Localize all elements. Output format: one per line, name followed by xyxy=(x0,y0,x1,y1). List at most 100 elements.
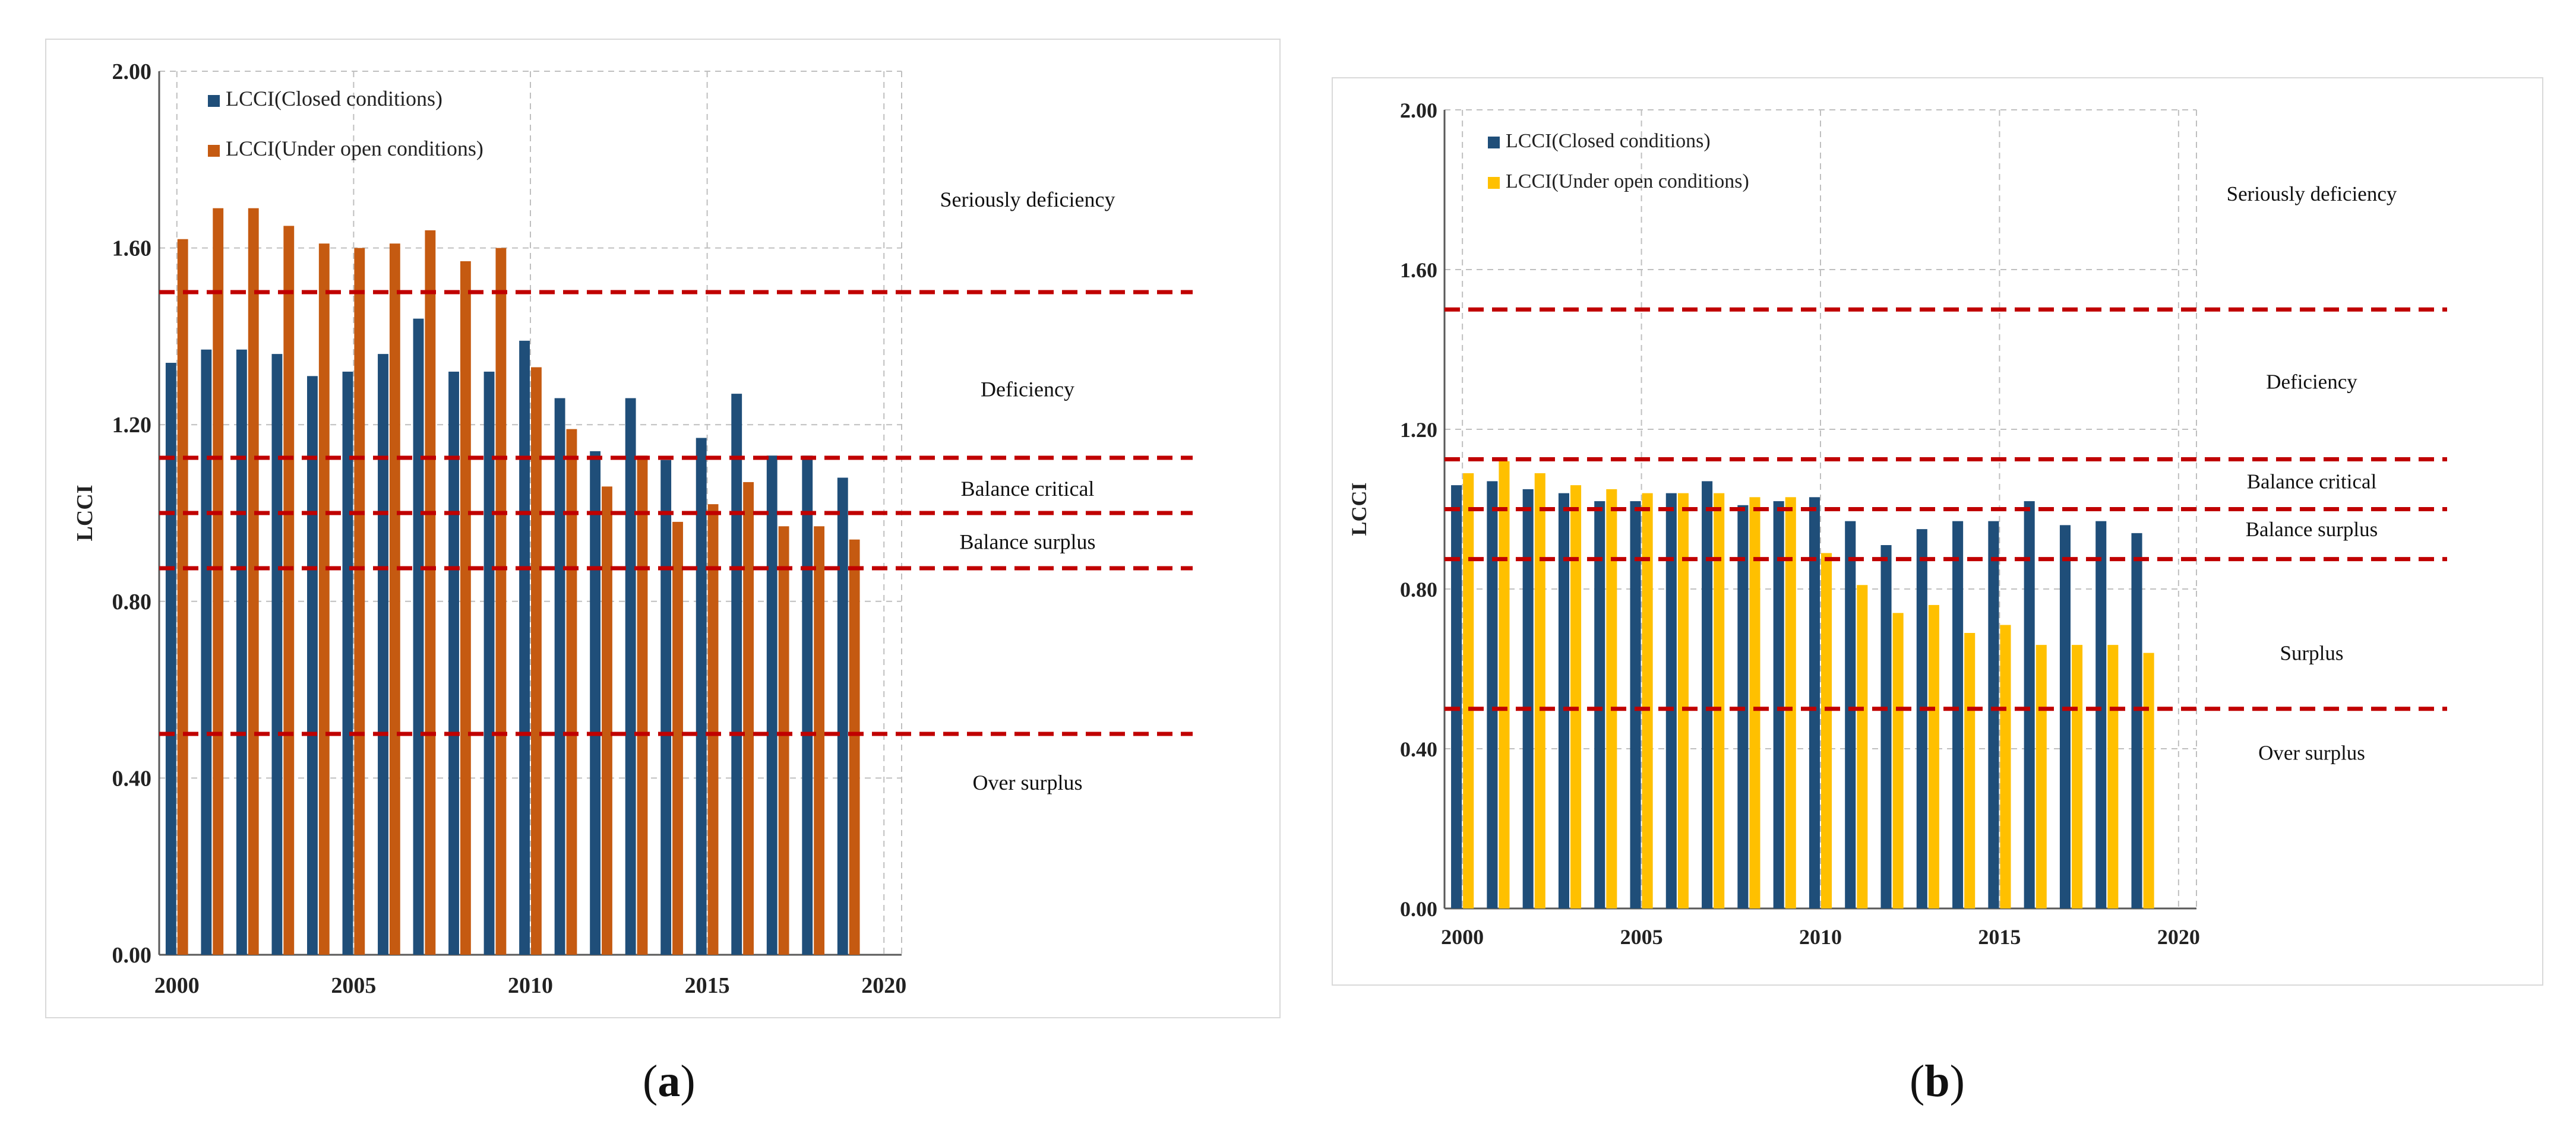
bar-open xyxy=(389,243,400,955)
bar-open xyxy=(1857,585,1868,908)
bar-closed xyxy=(1522,489,1534,908)
zone-label: Balance surplus xyxy=(2246,518,2378,541)
legend-label: LCCI(Under open conditions) xyxy=(1506,170,1749,192)
bar-open xyxy=(672,521,683,955)
bar-closed xyxy=(1916,529,1927,908)
bar-open xyxy=(1821,553,1832,908)
legend-swatch xyxy=(1488,137,1500,148)
bar-open xyxy=(177,239,188,955)
bar-closed xyxy=(1558,493,1569,908)
zone-label: Seriously deficiency xyxy=(940,188,1115,211)
bar-open xyxy=(1606,489,1617,908)
bar-open xyxy=(2035,645,2047,908)
y-tick-label: 0.00 xyxy=(112,943,152,968)
zone-label: Balance critical xyxy=(2247,470,2377,493)
x-tick-label: 2005 xyxy=(1620,925,1663,949)
bar-open xyxy=(778,526,789,955)
bar-closed xyxy=(201,349,212,955)
zone-label: Balance critical xyxy=(961,477,1095,501)
x-tick-label: 2010 xyxy=(1799,925,1842,949)
bar-open xyxy=(1964,632,1976,908)
y-tick-label: 0.80 xyxy=(112,590,152,615)
bar-closed xyxy=(554,398,565,955)
y-tick-label: 0.80 xyxy=(1400,578,1437,601)
bar-open xyxy=(1785,497,1796,908)
y-tick-label: 1.20 xyxy=(1400,418,1437,442)
bar-closed xyxy=(1702,481,1713,908)
bar-closed xyxy=(837,477,848,955)
bar-open xyxy=(425,230,436,955)
y-tick-label: 1.20 xyxy=(112,413,152,438)
y-tick-label: 2.00 xyxy=(1400,99,1437,122)
bar-open xyxy=(248,208,259,955)
bar-open xyxy=(743,482,754,955)
bar-closed xyxy=(766,455,777,955)
bar-closed xyxy=(625,398,636,955)
bar-open xyxy=(637,455,648,955)
bar-open xyxy=(1928,604,1939,908)
bar-closed xyxy=(342,371,353,955)
legend-label: LCCI(Closed conditions) xyxy=(226,87,442,110)
x-tick-label: 2020 xyxy=(861,973,906,998)
bar-open xyxy=(318,243,330,955)
x-tick-label: 2015 xyxy=(1978,925,2021,949)
bar-open xyxy=(566,429,577,955)
zone-label: Over surplus xyxy=(973,771,1083,794)
bar-closed xyxy=(413,318,424,955)
bar-open xyxy=(602,486,612,955)
legend-swatch xyxy=(1488,177,1500,189)
zone-label: Surplus xyxy=(2280,642,2344,665)
bar-open xyxy=(2107,645,2119,908)
bar-open xyxy=(1714,493,1725,908)
bar-open xyxy=(1499,461,1510,908)
x-tick-label: 2000 xyxy=(1441,925,1484,949)
bar-closed xyxy=(2024,501,2035,908)
x-tick-label: 2020 xyxy=(2157,925,2200,949)
bar-open xyxy=(1749,497,1760,908)
bar-closed xyxy=(1952,521,1964,908)
y-tick-label: 1.60 xyxy=(112,236,152,261)
bar-closed xyxy=(1880,545,1892,908)
bar-closed xyxy=(2131,533,2142,908)
zone-label: Balance surplus xyxy=(960,530,1096,553)
bar-closed xyxy=(1665,493,1677,908)
bar-open xyxy=(1677,493,1689,908)
caption-a-letter: a xyxy=(658,1056,681,1106)
zone-label: Seriously deficiency xyxy=(2227,182,2397,205)
bar-closed xyxy=(802,455,813,955)
bar-closed xyxy=(483,371,495,955)
bar-closed xyxy=(378,354,388,955)
bar-closed xyxy=(448,371,459,955)
bar-closed xyxy=(1809,497,1820,908)
bar-open xyxy=(283,226,295,955)
legend-swatch xyxy=(208,145,220,157)
bar-closed xyxy=(236,349,247,955)
bar-closed xyxy=(1773,501,1784,908)
zone-label: Deficiency xyxy=(2266,370,2357,393)
bar-closed xyxy=(1594,501,1605,908)
legend-swatch xyxy=(208,95,220,107)
bar-open xyxy=(1570,485,1582,908)
caption-b: (b) xyxy=(1910,1056,1965,1106)
bar-open xyxy=(849,539,860,955)
bar-open xyxy=(354,248,365,955)
bar-closed xyxy=(165,363,176,955)
bar-open xyxy=(495,248,507,955)
bar-open xyxy=(707,504,719,955)
caption-a: (a) xyxy=(643,1056,696,1106)
y-tick-label: 0.40 xyxy=(112,766,152,791)
x-tick-label: 2005 xyxy=(331,973,376,998)
bar-closed xyxy=(696,438,707,955)
bar-closed xyxy=(1845,521,1856,908)
y-tick-label: 2.00 xyxy=(112,59,152,84)
bar-closed xyxy=(2095,521,2107,908)
legend-label: LCCI(Closed conditions) xyxy=(1506,130,1711,152)
bar-open xyxy=(1892,613,1904,908)
y-tick-label: 0.00 xyxy=(1400,897,1437,921)
bar-closed xyxy=(1487,481,1498,908)
bar-closed xyxy=(519,340,530,955)
bar-open xyxy=(213,208,224,955)
y-axis-label: LCCI xyxy=(72,485,97,541)
bar-open xyxy=(460,261,471,955)
